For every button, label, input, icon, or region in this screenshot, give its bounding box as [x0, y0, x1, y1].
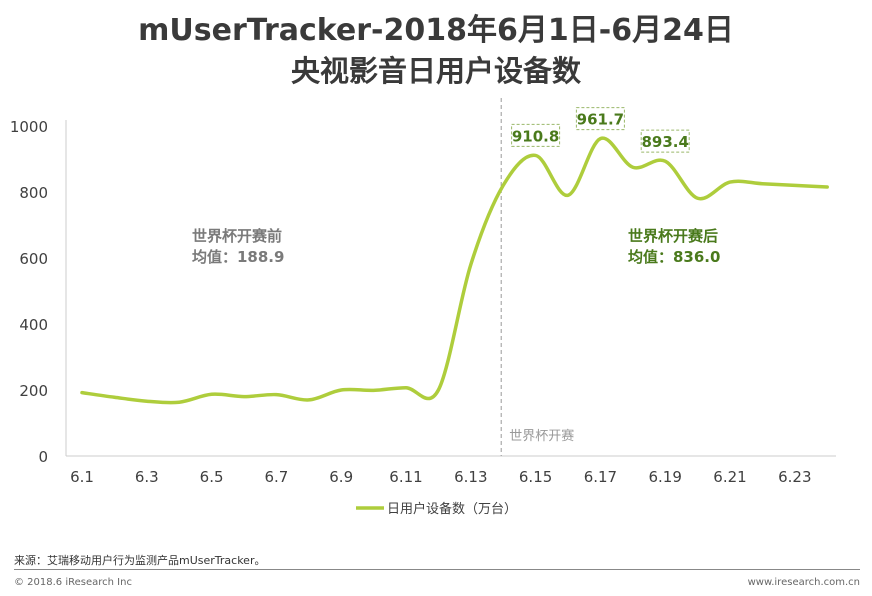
divider-label: 世界杯开赛: [509, 428, 574, 444]
x-tick-label: 6.1: [70, 468, 94, 486]
footer-divider: [14, 569, 860, 570]
data-label-box: [575, 107, 625, 131]
source-note: 来源：艾瑞移动用户行为监测产品mUserTracker。: [14, 554, 266, 567]
x-tick-label: 6.11: [389, 468, 422, 486]
chart-title-line2: 央视影音日用户设备数: [290, 54, 581, 88]
annotation-before-mean: 均值：188.9: [192, 248, 284, 266]
x-tick-label: 6.13: [454, 468, 487, 486]
copyright-text: © 2018.6 iResearch Inc: [14, 577, 132, 588]
annotation-after-title: 世界杯开赛后: [628, 227, 718, 245]
series-line: [80, 136, 829, 405]
y-tick-label: 800: [19, 184, 48, 202]
y-tick-label: 400: [19, 316, 48, 334]
y-tick-label: 600: [19, 250, 48, 268]
legend-label: 日用户设备数（万台）: [387, 501, 517, 517]
chart-title-line1: mUserTracker-2018年6月1日-6月24日: [138, 13, 734, 48]
x-tick-label: 6.23: [778, 468, 811, 486]
x-tick-label: 6.19: [648, 468, 681, 486]
y-tick-label: 1000: [10, 118, 48, 136]
website-link[interactable]: www.iresearch.com.cn: [747, 577, 860, 588]
x-tick-label: 6.15: [519, 468, 552, 486]
x-tick-label: 6.7: [264, 468, 288, 486]
y-tick-label: 0: [38, 448, 48, 466]
x-tick-label: 6.5: [200, 468, 224, 486]
annotation-before-title: 世界杯开赛前: [192, 227, 282, 245]
annotation-after-mean: 均值：836.0: [628, 248, 720, 266]
x-tick-label: 6.21: [713, 468, 746, 486]
data-label: 893.4: [641, 133, 688, 151]
data-label: 961.7: [577, 111, 624, 129]
data-label-box: [640, 129, 690, 153]
y-tick-label: 200: [19, 382, 48, 400]
data-label-box: [511, 123, 561, 147]
data-label: 910.8: [512, 127, 559, 145]
x-tick-label: 6.3: [135, 468, 159, 486]
x-tick-label: 6.9: [329, 468, 353, 486]
x-tick-label: 6.17: [584, 468, 617, 486]
